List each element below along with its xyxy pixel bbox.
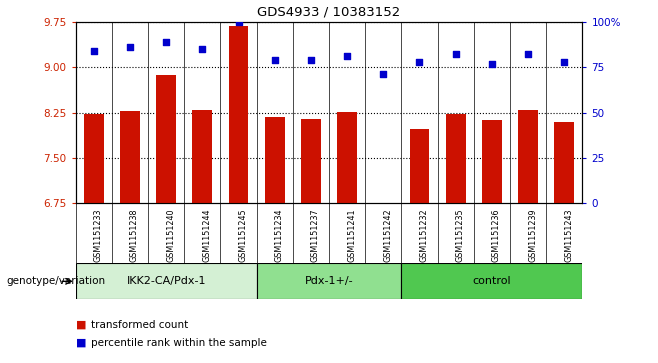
Bar	[554, 122, 574, 203]
Text: genotype/variation: genotype/variation	[7, 276, 106, 286]
Point	[415, 59, 425, 65]
Bar	[337, 112, 357, 203]
Text: GDS4933 / 10383152: GDS4933 / 10383152	[257, 5, 401, 19]
Bar	[518, 110, 538, 203]
Text: GSM1151237: GSM1151237	[311, 208, 320, 262]
Text: GSM1151244: GSM1151244	[202, 208, 211, 262]
Text: GSM1151235: GSM1151235	[455, 208, 465, 262]
Bar	[301, 119, 321, 203]
Point	[522, 52, 533, 57]
Text: GSM1151234: GSM1151234	[275, 208, 284, 262]
Text: ■: ■	[76, 320, 86, 330]
Bar	[120, 111, 140, 203]
Point	[124, 44, 136, 50]
Point	[233, 19, 243, 25]
Point	[88, 48, 99, 54]
Text: GSM1151242: GSM1151242	[383, 208, 392, 262]
Bar	[192, 110, 213, 203]
Text: GSM1151241: GSM1151241	[347, 208, 356, 262]
Text: GSM1151245: GSM1151245	[238, 208, 247, 262]
Text: GSM1151232: GSM1151232	[420, 208, 428, 262]
Bar	[156, 75, 176, 203]
Bar	[84, 114, 104, 203]
Point	[305, 57, 316, 63]
Text: GSM1151240: GSM1151240	[166, 208, 175, 262]
Text: GSM1151239: GSM1151239	[528, 208, 537, 262]
Bar	[409, 129, 430, 203]
Point	[486, 61, 497, 66]
FancyBboxPatch shape	[257, 263, 401, 299]
Text: GSM1151238: GSM1151238	[130, 208, 139, 262]
Bar	[228, 26, 249, 203]
Text: ■: ■	[76, 338, 86, 348]
Text: percentile rank within the sample: percentile rank within the sample	[91, 338, 266, 348]
Point	[378, 72, 388, 77]
FancyBboxPatch shape	[76, 263, 257, 299]
Bar	[445, 114, 466, 203]
Point	[450, 52, 461, 57]
FancyBboxPatch shape	[401, 263, 582, 299]
Point	[559, 59, 570, 65]
Text: GSM1151236: GSM1151236	[492, 208, 501, 262]
Text: transformed count: transformed count	[91, 320, 188, 330]
Text: GSM1151243: GSM1151243	[565, 208, 573, 262]
Point	[197, 46, 207, 52]
Point	[161, 39, 171, 45]
Text: Pdx-1+/-: Pdx-1+/-	[305, 276, 353, 286]
Text: control: control	[472, 276, 511, 286]
Bar	[373, 203, 393, 208]
Text: GSM1151233: GSM1151233	[93, 208, 103, 262]
Text: IKK2-CA/Pdx-1: IKK2-CA/Pdx-1	[126, 276, 206, 286]
Bar	[482, 120, 502, 203]
Point	[270, 57, 280, 63]
Bar	[265, 117, 285, 203]
Point	[342, 53, 353, 59]
